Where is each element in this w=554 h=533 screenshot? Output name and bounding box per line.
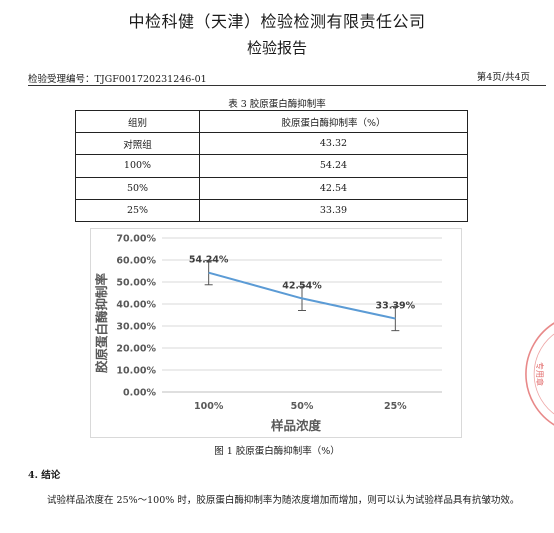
table-caption: 表 3 胶原蛋白酶抑制率 xyxy=(228,99,326,110)
page-indicator: 第4页/共4页 xyxy=(476,72,530,83)
data-label: 33.39% xyxy=(376,301,416,312)
report-title: 检验报告 xyxy=(246,39,307,57)
table-cell-group: 100% xyxy=(75,154,200,178)
x-axis-label: 样品浓度 xyxy=(271,418,322,433)
table-row: 对照组 43.32 xyxy=(75,132,468,156)
chart-svg: 0.00% 10.00% 20.00% 30.00% 40.00% 50.00% 60.00… xyxy=(90,228,462,438)
x-tick-label: 100% xyxy=(194,401,224,412)
series-line xyxy=(208,271,396,320)
header-divider xyxy=(28,85,546,86)
y-axis-label: 胶原蛋白酶抑制率 xyxy=(94,273,109,374)
table-cell-value: 33.39 xyxy=(199,198,468,222)
table-header-cell: 胶原蛋白酶抑制率（%） xyxy=(199,109,468,134)
data-label: 54.24% xyxy=(189,255,229,266)
table-cell-value: 42.54 xyxy=(199,176,468,200)
table-cell-group: 对照组 xyxy=(75,132,200,156)
company-name: 中检科健（天津）检验检测有限责任公司 xyxy=(128,12,426,31)
y-tick-label: 50.00% xyxy=(116,278,156,289)
table-row: 100% 54.24 xyxy=(75,154,468,178)
y-tick-label: 10.00% xyxy=(116,366,156,377)
y-tick-label: 40.00% xyxy=(116,300,156,311)
acceptance-number: 检验受理编号：TJGF001720231246-01 xyxy=(28,74,207,85)
y-tick-label: 70.00% xyxy=(116,234,156,245)
conclusion-text: 试验样品浓度在 25%～100% 时，胶原蛋白酶抑制率为随浓度增加而增加，则可以… xyxy=(47,495,520,506)
stamp-text: 专用章 xyxy=(535,362,545,386)
table-header-cell: 组别 xyxy=(75,109,200,134)
official-stamp: 专用章 xyxy=(508,318,554,430)
table-row: 25% 33.39 xyxy=(75,198,468,222)
inhibition-chart: 0.00% 10.00% 20.00% 30.00% 40.00% 50.00% 60.00… xyxy=(90,228,462,438)
y-tick-label: 0.00% xyxy=(123,388,156,399)
y-tick-label: 20.00% xyxy=(116,344,156,355)
x-tick-label: 25% xyxy=(384,401,407,412)
inhibition-table: 组别 胶原蛋白酶抑制率（%） 对照组 43.32 100% 54.24 50% … xyxy=(75,109,468,222)
chart-frame xyxy=(90,228,462,438)
table-cell-group: 25% xyxy=(75,198,200,222)
y-tick-label: 60.00% xyxy=(116,256,156,267)
table-header-row: 组别 胶原蛋白酶抑制率（%） xyxy=(75,109,468,134)
table-cell-value: 54.24 xyxy=(199,154,468,178)
data-label: 42.54% xyxy=(282,280,322,291)
table-cell-group: 50% xyxy=(75,176,200,200)
x-tick-label: 50% xyxy=(291,401,314,412)
conclusion-heading: 4. 结论 xyxy=(28,470,61,481)
figure-caption: 图 1 胶原蛋白酶抑制率（%） xyxy=(214,446,340,457)
y-tick-label: 30.00% xyxy=(116,322,156,333)
table-cell-value: 43.32 xyxy=(199,132,468,156)
table-row: 50% 42.54 xyxy=(75,176,468,200)
